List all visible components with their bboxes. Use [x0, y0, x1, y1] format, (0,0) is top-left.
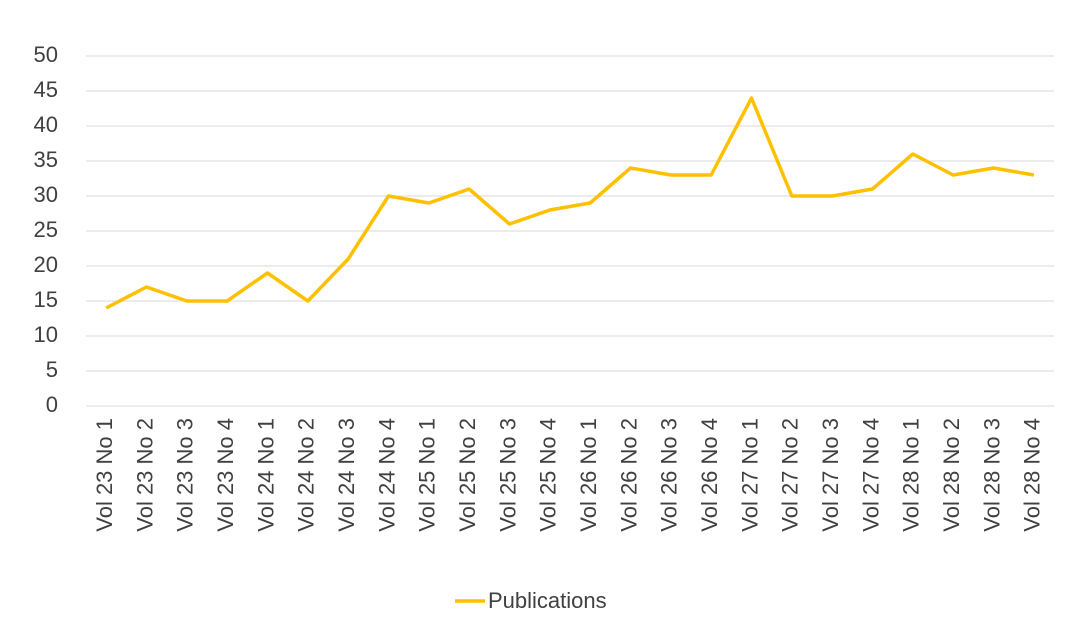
x-tick-label: Vol 25 No 1 [415, 418, 440, 532]
y-tick-label: 40 [34, 112, 58, 137]
x-tick-label: Vol 25 No 3 [495, 418, 520, 532]
x-tick-label: Vol 27 No 1 [737, 418, 762, 532]
x-tick-label: Vol 25 No 4 [536, 418, 561, 532]
x-tick-label: Vol 27 No 4 [858, 418, 883, 532]
y-tick-label: 25 [34, 217, 58, 242]
x-tick-label: Vol 28 No 1 [899, 418, 924, 532]
y-tick-label: 10 [34, 322, 58, 347]
y-tick-label: 0 [46, 392, 58, 417]
y-tick-label: 15 [34, 287, 58, 312]
x-tick-label: Vol 28 No 4 [1020, 418, 1045, 532]
x-tick-label: Vol 23 No 1 [92, 418, 117, 532]
x-tick-label: Vol 27 No 2 [778, 418, 803, 532]
y-tick-label: 30 [34, 182, 58, 207]
x-tick-label: Vol 23 No 3 [173, 418, 198, 532]
x-tick-label: Vol 26 No 2 [616, 418, 641, 532]
y-tick-label: 20 [34, 252, 58, 277]
x-tick-label: Vol 24 No 3 [334, 418, 359, 532]
x-tick-label: Vol 26 No 4 [697, 418, 722, 532]
x-tick-label: Vol 24 No 2 [294, 418, 319, 532]
y-tick-label: 35 [34, 147, 58, 172]
x-tick-label: Vol 26 No 3 [657, 418, 682, 532]
y-tick-label: 45 [34, 77, 58, 102]
y-tick-label: 50 [34, 42, 58, 67]
x-tick-label: Vol 28 No 3 [979, 418, 1004, 532]
y-tick-label: 5 [46, 357, 58, 382]
legend-label: Publications [488, 588, 607, 613]
x-tick-label: Vol 25 No 2 [455, 418, 480, 532]
x-tick-label: Vol 24 No 4 [374, 418, 399, 532]
line-series [105, 96, 1035, 310]
x-tick-label: Vol 28 No 2 [939, 418, 964, 532]
x-tick-label: Vol 27 No 3 [818, 418, 843, 532]
x-tick-label: Vol 24 No 1 [253, 418, 278, 532]
x-tick-label: Vol 26 No 1 [576, 418, 601, 532]
x-tick-label: Vol 23 No 4 [213, 418, 238, 532]
x-tick-label: Vol 23 No 2 [132, 418, 157, 532]
